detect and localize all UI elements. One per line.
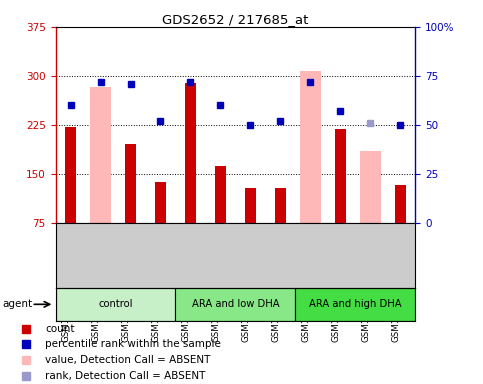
Bar	[185, 83, 196, 223]
Bar	[360, 151, 381, 223]
Bar	[65, 127, 76, 223]
Bar	[275, 188, 285, 223]
Bar	[335, 129, 346, 223]
Bar	[300, 71, 321, 223]
Text: percentile rank within the sample: percentile rank within the sample	[45, 339, 221, 349]
Bar	[125, 144, 136, 223]
Bar	[155, 182, 166, 223]
Text: count: count	[45, 324, 74, 334]
Text: agent: agent	[2, 299, 32, 310]
Bar	[215, 166, 226, 223]
Bar	[56, 288, 175, 321]
Bar	[175, 288, 296, 321]
Text: value, Detection Call = ABSENT: value, Detection Call = ABSENT	[45, 355, 210, 365]
Bar	[395, 185, 406, 223]
Title: GDS2652 / 217685_at: GDS2652 / 217685_at	[162, 13, 309, 26]
Text: rank, Detection Call = ABSENT: rank, Detection Call = ABSENT	[45, 371, 205, 381]
Bar	[245, 188, 256, 223]
Text: control: control	[98, 299, 133, 310]
Bar	[90, 87, 111, 223]
Text: ARA and high DHA: ARA and high DHA	[309, 299, 402, 310]
Bar	[296, 288, 415, 321]
Text: ARA and low DHA: ARA and low DHA	[192, 299, 279, 310]
